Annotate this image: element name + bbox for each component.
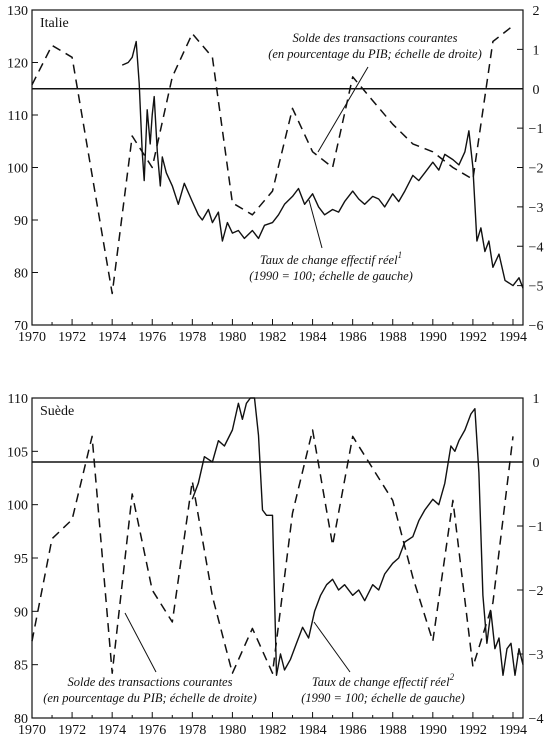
x-tick-label: 1974: [98, 723, 126, 738]
y-right-tick-label: −1: [529, 122, 544, 137]
x-tick-label: 1990: [419, 330, 447, 345]
x-tick-label: 1984: [299, 723, 327, 738]
x-tick-label: 1984: [299, 330, 327, 345]
annotation-line: Taux de change effectif réel1: [260, 250, 402, 267]
y-left-tick-label: 90: [14, 214, 28, 229]
chart-title: Suède: [40, 404, 74, 419]
y-right-tick-label: 1: [533, 392, 540, 407]
y-left-tick-label: 90: [14, 605, 28, 620]
x-tick-label: 1980: [218, 330, 246, 345]
annotation-line: (en pourcentage du PIB; échelle de droit…: [268, 47, 482, 61]
annotation-leader: [124, 612, 157, 673]
annotation-line: Solde des transactions courantes: [68, 675, 233, 689]
x-tick-label: 1990: [419, 723, 447, 738]
y-left-tick-label: 100: [7, 499, 28, 514]
x-tick-label: 1992: [459, 723, 487, 738]
panel-suede: Suède 1970 1972 1974 1976 1978 1980 1982 1984 198…: [7, 392, 543, 738]
x-tick-label: 1974: [98, 330, 126, 345]
x-tick-label: 1988: [379, 723, 407, 738]
y-left-tick-label: 100: [7, 162, 28, 177]
x-tick-label: 1982: [258, 330, 286, 345]
x-tick-label: 1972: [58, 723, 86, 738]
annotation-leader: [313, 621, 351, 673]
y-right-tick-label: 2: [533, 4, 540, 19]
y-left-tick-label: 95: [14, 552, 28, 567]
y-right-tick-label: −5: [529, 280, 544, 295]
x-tick-label: 1986: [339, 723, 367, 738]
x-tick-label: 1992: [459, 330, 487, 345]
y-right-tick-label: −6: [529, 319, 544, 334]
y-right-tick-label: −1: [529, 520, 544, 535]
y-right-tick-label: −4: [529, 240, 544, 255]
x-tick-label: 1976: [138, 330, 166, 345]
y-left-tick-label: 110: [8, 109, 28, 124]
series-line-exchange-rate: [121, 40, 524, 289]
y-left-tick-label: 80: [14, 267, 28, 282]
x-tick-label: 1986: [339, 330, 367, 345]
y-right-tick-label: −3: [529, 648, 544, 663]
annotation-line: (en pourcentage du PIB; échelle de droit…: [43, 691, 257, 705]
x-tick-label: 1972: [58, 330, 86, 345]
x-tick-label: 1970: [18, 330, 46, 345]
y-left-tick-label: 80: [14, 712, 28, 727]
annotation-leader: [317, 66, 369, 153]
y-left-tick-label: 105: [7, 445, 28, 460]
x-tick-label: 1978: [178, 330, 206, 345]
series-line-current-account: [31, 429, 514, 674]
annotation-line: Solde des transactions courantes: [293, 31, 458, 45]
x-tick-label: 1988: [379, 330, 407, 345]
chart-title: Italie: [40, 16, 69, 31]
y-left-tick-label: 110: [8, 392, 28, 407]
annotation-leader: [308, 199, 323, 249]
x-tick-label: 1980: [218, 723, 246, 738]
x-tick-label: 1982: [258, 723, 286, 738]
annotation-line: Taux de change effectif réel2: [312, 672, 455, 689]
y-right-tick-label: −2: [529, 162, 544, 177]
annotation-line: (1990 = 100; échelle de gauche): [249, 269, 413, 283]
x-tick-label: 1994: [499, 723, 527, 738]
y-right-tick-label: −2: [529, 584, 544, 599]
series-line-exchange-rate: [191, 397, 524, 676]
y-right-tick-label: 0: [533, 456, 540, 471]
footnote-mark: 2: [450, 672, 455, 682]
x-tick-label: 1976: [138, 723, 166, 738]
footnote-mark: 1: [398, 250, 403, 260]
y-left-tick-label: 130: [7, 4, 28, 19]
y-right-tick-label: 1: [533, 43, 540, 58]
y-left-tick-label: 70: [14, 319, 28, 334]
y-left-tick-label: 85: [14, 659, 28, 674]
y-right-tick-label: 0: [533, 83, 540, 98]
y-right-tick-label: −3: [529, 201, 544, 216]
annotation-line: (1990 = 100; échelle de gauche): [301, 691, 465, 705]
y-left-tick-label: 120: [7, 57, 28, 72]
x-tick-label: 1994: [499, 330, 527, 345]
series-line-current-account: [31, 25, 514, 295]
y-right-tick-label: −4: [529, 712, 544, 727]
x-tick-label: 1978: [178, 723, 206, 738]
x-tick-label: 1970: [18, 723, 46, 738]
